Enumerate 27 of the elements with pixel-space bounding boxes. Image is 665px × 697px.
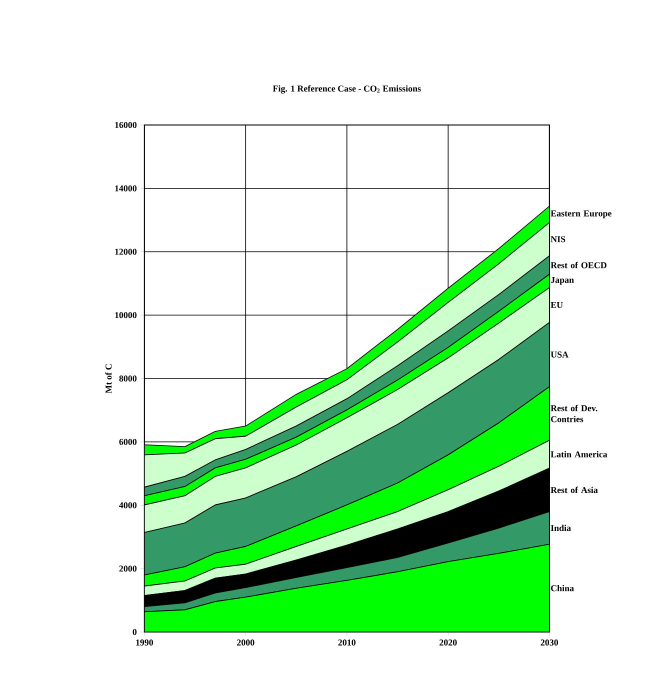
y-axis-title: Mt of C — [105, 364, 112, 394]
y-tick-label: 0 — [132, 628, 136, 636]
series-label: Eastern Europe — [550, 210, 612, 218]
series-label: Rest of Dev. Contries — [550, 404, 598, 422]
chart-title: Fig. 1 Reference Case - CO$_{2}$ Emissions — [272, 85, 421, 94]
y-tick-label: 6000 — [119, 438, 136, 445]
y-tick-label: 12000 — [115, 248, 136, 255]
y-tick-label: 8000 — [119, 375, 136, 382]
series-label: NIS — [550, 236, 565, 242]
series-label: India — [550, 524, 571, 532]
series-label: China — [550, 584, 574, 592]
series-label: Rest of OECD — [550, 262, 606, 268]
y-tick-label: 4000 — [118, 502, 136, 508]
x-tick-label: 1990 — [136, 639, 153, 646]
series-label: USA — [550, 352, 568, 358]
x-tick-label: 2010 — [338, 639, 356, 646]
y-tick-label: 10000 — [115, 312, 136, 318]
x-tick-label: 2030 — [540, 639, 558, 646]
series-label: Rest of Asia — [550, 486, 598, 494]
y-tick-label: 2000 — [119, 566, 136, 572]
series-label: Latin America — [550, 451, 608, 458]
x-tick-label: 2020 — [439, 639, 457, 646]
series-label: Japan — [550, 277, 574, 285]
x-tick-label: 2000 — [236, 639, 254, 646]
y-tick-label: 14000 — [115, 185, 136, 192]
y-tick-label: 16000 — [115, 122, 136, 128]
series-label: EU — [550, 302, 563, 308]
